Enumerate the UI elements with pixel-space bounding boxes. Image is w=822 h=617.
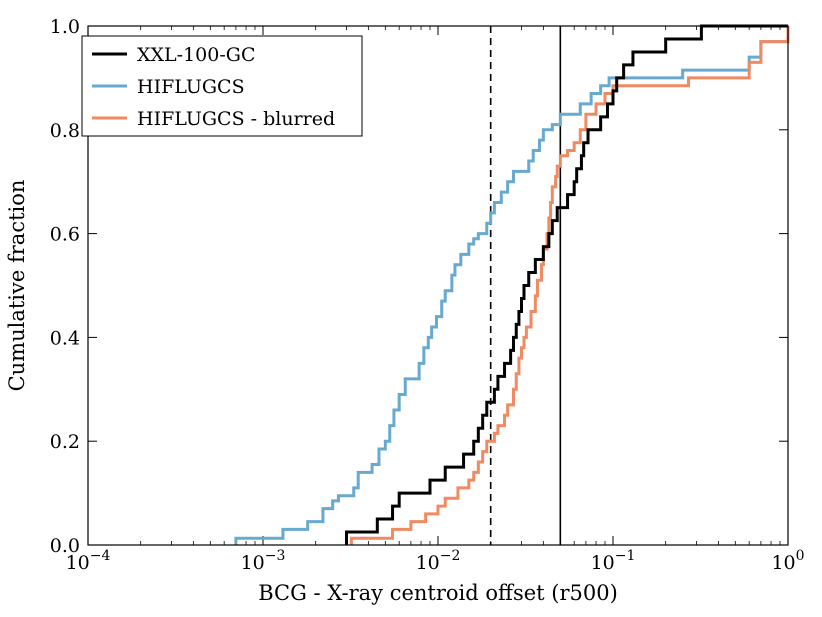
legend: XXL-100-GC HIFLUGCS HIFLUGCS - blurred [81,35,363,137]
y-tick-label: 0.4 [50,327,80,349]
legend-label: HIFLUGCS [137,76,245,98]
x-tick-label: 100 [771,548,804,574]
series-line-hiflugcs [234,26,790,545]
series-layer [234,24,790,545]
series-line-hiflugcs-blurred [349,26,790,545]
y-tick-label: 0.0 [50,535,80,557]
y-tick-label: 1.0 [50,16,80,38]
legend-label: XXL-100-GC [137,44,256,66]
y-tick-label: 0.2 [50,431,80,453]
reference-lines-layer [489,26,562,545]
series-line-xxl-100-gc [345,24,788,545]
y-axis-title: Cumulative fraction [5,180,29,392]
x-axis-title: BCG - X-ray centroid offset (r500) [258,581,618,605]
y-tick-label: 0.8 [50,120,80,142]
x-tick-label: 10−2 [416,548,461,574]
plot-frame [87,25,789,546]
tick-labels-layer: 10−4 10−3 10−2 10−1 100 0.0 0.2 0.4 0.6 0.8 1.0 [50,16,805,574]
x-tick-label: 10−3 [241,548,286,574]
x-tick-label: 10−1 [591,548,636,574]
y-tick-label: 0.6 [50,224,80,246]
legend-box [81,35,363,137]
x-tick-label: 10−4 [66,548,111,574]
legend-label: HIFLUGCS - blurred [137,108,335,130]
